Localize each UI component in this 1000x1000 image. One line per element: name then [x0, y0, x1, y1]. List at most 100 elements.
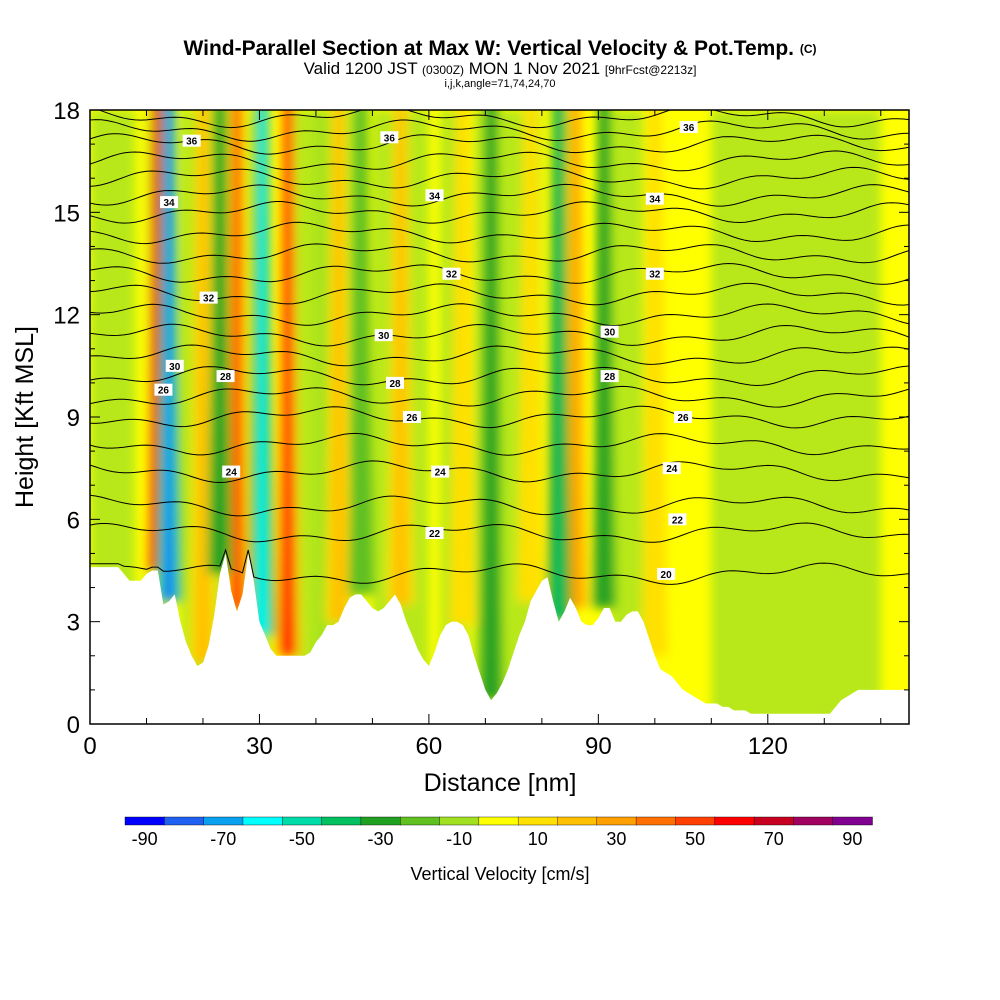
isentrope-label-text: 28	[389, 379, 401, 390]
isentrope-line	[90, 201, 909, 224]
isentrope-line	[90, 344, 909, 367]
isentrope-label-box	[431, 465, 450, 478]
isentrope-label-text: 22	[429, 529, 441, 540]
colorbar-swatch	[321, 816, 362, 826]
isentrope-line	[90, 460, 909, 484]
updraft-plume	[283, 110, 293, 656]
isentrope-label-text: 24	[435, 468, 447, 479]
isentrope-label-box	[645, 267, 664, 280]
chart-title-copyright: (C)	[799, 42, 817, 56]
isentrope-label: 28	[386, 376, 405, 390]
isentrope-label: 28	[216, 370, 235, 383]
colorbar-tick-label: 50	[685, 829, 705, 849]
isentrope-line	[90, 119, 909, 142]
y-tick-label: 6	[67, 507, 80, 534]
isentrope-line	[90, 323, 909, 347]
velocity-field	[90, 110, 881, 724]
y-tick-label: 18	[53, 98, 80, 125]
updraft-plume	[194, 110, 211, 663]
isentrope-label-box	[674, 411, 693, 423]
colorbar-tick-label: -70	[210, 829, 236, 849]
updraft-plume	[449, 110, 476, 626]
isentrope-line	[90, 548, 909, 585]
chart-title-main: Wind-Parallel Section at Max W: Vertical…	[183, 37, 794, 60]
colorbar-swatch	[203, 816, 244, 826]
colorbar-swatch	[675, 816, 716, 826]
isentrope-line	[90, 166, 909, 190]
y-tick-label: 15	[53, 200, 80, 227]
isentrope-label-box	[425, 526, 444, 539]
isentrope-line	[90, 282, 909, 306]
isentrope-label: 26	[154, 383, 173, 397]
colorbar-swatch	[714, 816, 755, 826]
isentrope-label-text: 28	[604, 372, 616, 383]
x-tick-label: 60	[416, 733, 443, 760]
isentrope-label-box	[600, 325, 619, 338]
isentrope-label-box	[386, 376, 405, 389]
isentrope-label-text: 24	[226, 468, 238, 479]
isentrope-line	[90, 365, 909, 387]
chart-subtitle: Valid 1200 JST (0300Z) MON 1 Nov 2021 [9…	[0, 60, 1000, 79]
isentrope-label: 30	[600, 325, 619, 339]
isentrope-label: 36	[679, 121, 698, 134]
isentrope-line	[90, 133, 909, 155]
y-tick-label: 0	[67, 712, 80, 739]
isentrope-label-box	[216, 370, 235, 383]
subtitle-forecast-info: [9hrFcst@2213z]	[604, 63, 697, 77]
isentrope-label: 30	[374, 329, 393, 342]
isentrope-label-text: 22	[672, 515, 684, 526]
isentrope-label-text: 26	[158, 386, 170, 397]
updraft-plume	[569, 110, 583, 609]
colorbar-swatch	[635, 816, 677, 826]
colorbar-swatch	[596, 816, 637, 826]
isentrope-lines	[90, 110, 909, 585]
isentrope-label: 36	[182, 134, 201, 148]
y-axis-label: Height [Kft MSL]	[11, 326, 39, 508]
isentrope-label-text: 36	[683, 123, 695, 134]
downdraft-plume	[257, 110, 268, 636]
x-tick-label: 30	[246, 733, 273, 760]
subtitle-date: MON 1 Nov 2021	[468, 59, 601, 78]
plot-area: 20 22 22 24 24 24 26 26 26 28 28 28 30 30 30 32 32 32 34 34…	[90, 110, 909, 724]
downdraft-plume	[348, 110, 375, 595]
isentrope-label-box	[679, 121, 698, 134]
colorbar-tick-label: 90	[842, 829, 862, 849]
x-tick-label: 0	[83, 733, 96, 760]
x-tick-label: 120	[748, 733, 788, 760]
downdraft-plume	[483, 110, 500, 701]
colorbar-swatch	[832, 816, 873, 826]
isentrope-label-text: 36	[186, 137, 198, 148]
colorbar-tick-label: -90	[132, 829, 158, 849]
isentrope-label-box	[442, 267, 461, 280]
isentrope-label-text: 30	[604, 328, 616, 339]
isentrope-label-text: 30	[169, 362, 181, 373]
isentrope-label-text: 28	[220, 372, 232, 383]
y-tick-label: 3	[67, 610, 80, 637]
isentrope-label: 36	[380, 131, 399, 144]
colorbar-swatch	[242, 816, 283, 826]
isentrope-labels: 20 22 22 24 24 24 26 26 26 28 28 28 30 30 30 32 32 32 34 34…	[154, 121, 698, 581]
isentrope-line	[90, 221, 909, 245]
isentrope-label-text: 26	[406, 413, 418, 424]
isentrope-label-text: 26	[678, 413, 690, 424]
isentrope-label-text: 32	[649, 270, 661, 281]
colorbar-swatch	[517, 816, 559, 826]
isentrope-line	[90, 385, 909, 408]
isentrope-label-text: 36	[384, 133, 396, 144]
isentrope-label: 26	[674, 411, 693, 424]
downdraft-plume	[211, 110, 228, 574]
isentrope-label-box	[182, 134, 201, 147]
updraft-plume	[641, 110, 668, 656]
isentrope-label: 32	[645, 267, 664, 281]
colorbar-tick-label: -10	[446, 829, 472, 849]
isentrope-line	[97, 110, 909, 129]
chart-title: Wind-Parallel Section at Max W: Vertical…	[0, 38, 1000, 60]
isentrope-line	[90, 494, 909, 517]
isentrope-line	[90, 303, 909, 327]
isentrope-label: 20	[657, 567, 676, 581]
isentrope-label-box	[425, 189, 444, 202]
isentrope-label-box	[199, 291, 218, 304]
updraft-plume	[517, 110, 544, 602]
